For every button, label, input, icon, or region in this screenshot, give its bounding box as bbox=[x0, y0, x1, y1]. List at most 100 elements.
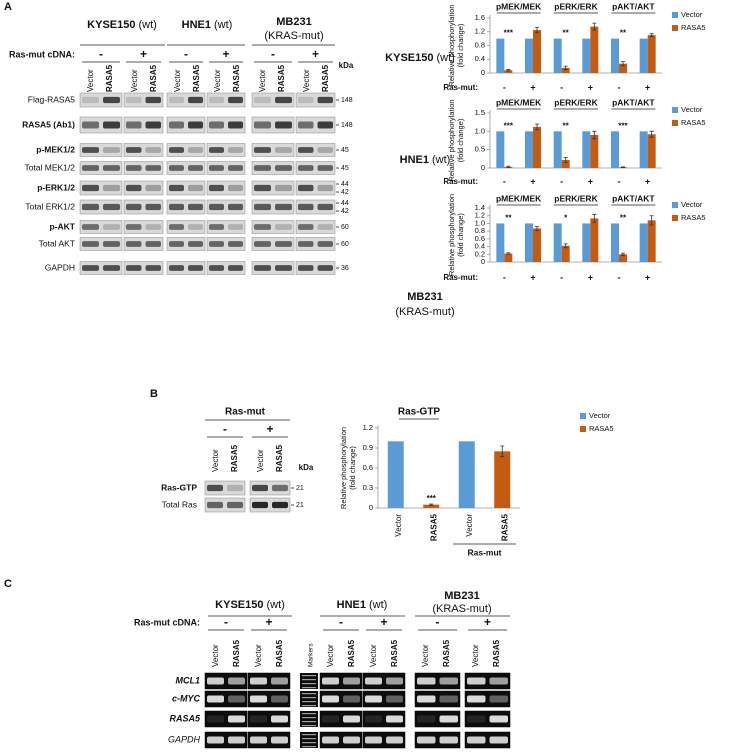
blot-band bbox=[254, 203, 271, 211]
heading-note: (wt) bbox=[138, 19, 156, 31]
blot-band bbox=[317, 121, 333, 129]
blot-band bbox=[188, 184, 203, 192]
marker-band bbox=[302, 675, 316, 677]
gel-band bbox=[417, 715, 436, 723]
blot-block bbox=[295, 237, 336, 251]
label: MB231 bbox=[276, 16, 311, 28]
blot-block bbox=[251, 143, 295, 157]
lane-label: Vector bbox=[256, 449, 265, 472]
bar bbox=[553, 38, 562, 73]
blot-band bbox=[126, 96, 142, 104]
gel-block bbox=[362, 672, 406, 690]
blot-band bbox=[275, 96, 292, 104]
blot-band bbox=[209, 165, 224, 171]
x-tick-label: + bbox=[588, 176, 593, 186]
group-label: pMEK/MEK bbox=[496, 1, 542, 11]
blot-band bbox=[227, 484, 243, 492]
blot-block bbox=[123, 199, 164, 215]
x-tick-label: Vector bbox=[465, 514, 474, 537]
blot-block bbox=[206, 220, 246, 234]
marker-band bbox=[302, 701, 316, 703]
lane-label: Markers bbox=[308, 643, 315, 667]
blot-band bbox=[169, 121, 184, 129]
blot-band bbox=[275, 224, 292, 230]
condition-sign: - bbox=[223, 422, 227, 436]
y-axis-note: (fold change) bbox=[456, 23, 465, 67]
condition-label: Ras-mut cDNA: bbox=[134, 617, 200, 627]
blot-block bbox=[206, 143, 246, 157]
blot-band bbox=[126, 203, 142, 211]
blot-band bbox=[145, 147, 161, 153]
gel-block bbox=[464, 731, 511, 749]
error-bar bbox=[535, 226, 539, 231]
error-bar bbox=[563, 156, 568, 163]
blot-band bbox=[275, 121, 292, 129]
blot-band bbox=[126, 184, 142, 192]
y-tick-label: 1.2 bbox=[363, 423, 373, 432]
legend-label: Vector bbox=[681, 10, 703, 19]
blot-row-label: p-MEK1/2 bbox=[36, 144, 75, 154]
blot-block bbox=[79, 220, 123, 234]
blot-block bbox=[79, 237, 123, 251]
y-tick-label: 0 bbox=[481, 68, 485, 77]
group-label: pERK/ERK bbox=[554, 193, 598, 203]
bar bbox=[582, 38, 591, 73]
y-tick-label: 0.2 bbox=[475, 249, 485, 258]
y-tick-label: 0.4 bbox=[475, 54, 485, 63]
error-bar bbox=[506, 165, 511, 169]
blot-block bbox=[166, 161, 206, 175]
lane-label: RASA5 bbox=[230, 444, 239, 472]
blot-band bbox=[188, 165, 203, 171]
bar bbox=[590, 26, 599, 73]
gel-block bbox=[204, 690, 248, 708]
blot-band bbox=[298, 265, 314, 271]
blot-band bbox=[207, 484, 223, 492]
blot-block bbox=[166, 143, 206, 157]
gel-band bbox=[365, 736, 382, 744]
kda-label: kDa bbox=[299, 463, 314, 472]
x-tick-label: - bbox=[618, 176, 621, 186]
marker-band bbox=[302, 713, 316, 715]
error-bar bbox=[506, 69, 511, 72]
x-tick-label: + bbox=[645, 272, 650, 282]
blot-band bbox=[228, 224, 243, 230]
blot-band bbox=[228, 96, 243, 104]
y-axis-label: Relative phosphorylation bbox=[447, 194, 456, 276]
blot-block bbox=[79, 92, 123, 108]
lane-label: Vector bbox=[258, 69, 267, 92]
blot-band bbox=[317, 165, 333, 171]
gel-band bbox=[365, 715, 382, 723]
bar bbox=[525, 131, 533, 168]
kda-value: 21 bbox=[296, 502, 304, 509]
bar bbox=[619, 254, 627, 262]
blot-band bbox=[254, 184, 271, 192]
gel-block bbox=[247, 690, 291, 708]
blot-band bbox=[145, 265, 161, 271]
blot-row-label: Total AKT bbox=[39, 238, 75, 248]
blot-band bbox=[82, 147, 99, 153]
gel-band bbox=[386, 695, 403, 703]
error-bar bbox=[592, 130, 597, 140]
blot-band bbox=[169, 203, 184, 211]
blot-block bbox=[166, 92, 206, 108]
blot-band bbox=[188, 241, 203, 247]
blot-row-label: Total ERK1/2 bbox=[25, 201, 75, 211]
condition-sign: + bbox=[222, 47, 229, 61]
blot-band bbox=[317, 147, 333, 153]
x-tick-label: - bbox=[560, 272, 563, 282]
marker-lane bbox=[300, 732, 318, 748]
blot-block bbox=[295, 116, 336, 134]
y-tick-label: 0.6 bbox=[363, 463, 373, 472]
x-tick-label: + bbox=[588, 82, 593, 92]
bar bbox=[496, 131, 505, 168]
blot-band bbox=[126, 265, 142, 271]
blot-band bbox=[82, 241, 99, 247]
marker-band bbox=[302, 687, 316, 689]
error-bar bbox=[649, 215, 654, 226]
x-tick-label: - bbox=[618, 82, 621, 92]
blot-band bbox=[145, 203, 161, 211]
group-label: pAKT/AKT bbox=[612, 193, 655, 203]
blot-band bbox=[228, 165, 243, 171]
condition-sign: + bbox=[140, 47, 147, 61]
condition-sign: + bbox=[380, 615, 387, 629]
